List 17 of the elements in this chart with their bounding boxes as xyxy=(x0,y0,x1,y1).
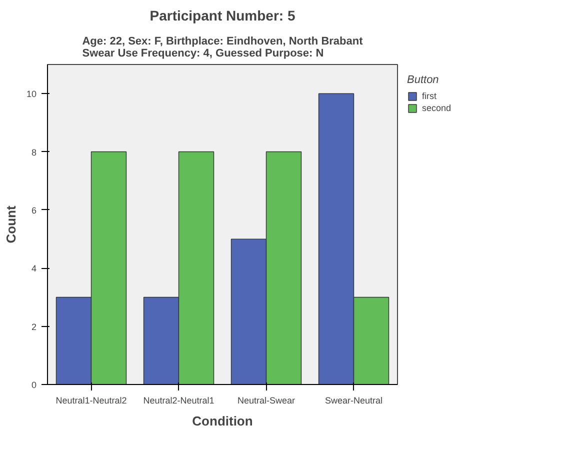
y-tick-label: 6 xyxy=(31,205,37,216)
chart-title: Participant Number: 5 xyxy=(150,8,296,24)
chart-subtitle: Age: 22, Sex: F, Birthplace: Eindhoven, North Brabant Swear Use Frequency: 4, Guessed Purpose: N xyxy=(82,36,364,60)
y-tick-label: 4 xyxy=(31,264,37,274)
legend-title: Button xyxy=(407,74,440,86)
legend-label: second xyxy=(422,103,452,113)
x-tick-label: Neutral-Swear xyxy=(237,396,296,406)
y-tick-label: 2 xyxy=(31,322,37,332)
x-axis-title: Condition xyxy=(192,414,253,428)
y-tick-label: 10 xyxy=(26,89,37,100)
x-tick-label: Swear-Neutral xyxy=(324,396,383,406)
y-tick-label: 8 xyxy=(31,147,37,158)
x-tick-label: Neutral2-Neutral1 xyxy=(143,396,214,406)
y-axis-title: Count xyxy=(3,205,18,244)
y-tick-label: 0 xyxy=(31,380,37,390)
legend-label: first xyxy=(422,91,438,101)
x-tick-label: Neutral1-Neutral2 xyxy=(56,396,127,406)
